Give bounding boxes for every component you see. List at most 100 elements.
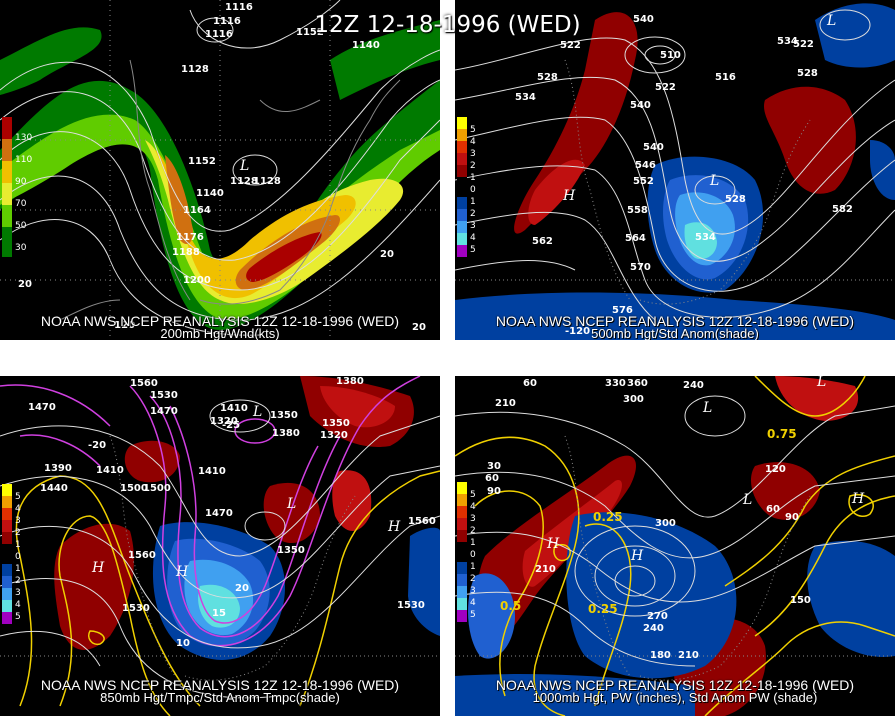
svg-text:1560: 1560 bbox=[130, 378, 158, 389]
legend-swatch bbox=[457, 506, 467, 518]
legend-label: 50 bbox=[15, 221, 27, 231]
svg-text:10: 10 bbox=[176, 638, 190, 649]
svg-text:1140: 1140 bbox=[196, 188, 224, 199]
legend-label: 5 bbox=[15, 492, 21, 502]
panel-caption-source: NOAA NWS NCEP REANALYSIS 12Z 12-18-1996 … bbox=[495, 313, 855, 329]
map-500mb: 540 522 528 534 540 510 516 522 528 534 … bbox=[455, 3, 895, 340]
legend-swatch bbox=[457, 494, 467, 506]
svg-text:1176: 1176 bbox=[176, 232, 204, 243]
legend-label: 4 bbox=[470, 137, 476, 147]
svg-text:1410: 1410 bbox=[220, 403, 248, 414]
panel-caption-source: NOAA NWS NCEP REANALYSIS 12Z 12-18-1996 … bbox=[40, 313, 400, 329]
legend-swatch bbox=[457, 141, 467, 153]
panel-caption-fields: 1000mb Hgt, PW (inches), Std Anom PW (sh… bbox=[532, 690, 818, 705]
svg-text:270: 270 bbox=[647, 611, 668, 622]
svg-text:30: 30 bbox=[487, 461, 501, 472]
svg-text:540: 540 bbox=[633, 14, 654, 25]
legend-label: 5 bbox=[470, 125, 476, 135]
legend-swatch bbox=[2, 564, 12, 576]
map-850mb: 1560 1530 1470 1410 1320 1350 1380 1470 … bbox=[0, 376, 440, 716]
svg-text:1152: 1152 bbox=[296, 27, 324, 38]
legend-1000mb: 5 4 3 2 1 0 1 2 3 4 5 bbox=[457, 482, 476, 622]
svg-text:1470: 1470 bbox=[150, 406, 178, 417]
legend-label: 3 bbox=[470, 221, 476, 231]
svg-text:558: 558 bbox=[627, 205, 648, 216]
svg-text:120: 120 bbox=[765, 464, 786, 475]
svg-text:20: 20 bbox=[380, 249, 394, 260]
contour-labels-200mb: 1116 1116 1116 1152 1140 1128 1152 1140 … bbox=[18, 2, 426, 333]
legend-label: 0 bbox=[470, 185, 476, 195]
legend-label: 2 bbox=[470, 209, 476, 219]
svg-text:90: 90 bbox=[785, 512, 799, 523]
svg-text:528: 528 bbox=[725, 194, 746, 205]
svg-text:1152: 1152 bbox=[188, 156, 216, 167]
legend-swatch bbox=[2, 532, 12, 544]
legend-swatch bbox=[2, 484, 12, 496]
legend-label: 2 bbox=[15, 528, 21, 538]
legend-swatch bbox=[2, 508, 12, 520]
svg-text:1380: 1380 bbox=[336, 376, 364, 387]
legend-swatch bbox=[2, 227, 12, 257]
legend-label: 2 bbox=[15, 576, 21, 586]
low-marker: L bbox=[742, 492, 752, 508]
legend-swatch bbox=[2, 588, 12, 600]
svg-text:1470: 1470 bbox=[28, 402, 56, 413]
legend-label: 4 bbox=[15, 504, 21, 514]
svg-text:20: 20 bbox=[412, 322, 426, 333]
legend-swatch bbox=[2, 205, 12, 227]
svg-text:60: 60 bbox=[485, 473, 499, 484]
svg-text:522: 522 bbox=[793, 39, 814, 50]
legend-swatch bbox=[457, 177, 467, 197]
svg-text:0.5: 0.5 bbox=[500, 599, 521, 613]
low-marker: L bbox=[702, 400, 712, 416]
legend-label: 5 bbox=[470, 610, 476, 620]
legend-swatch bbox=[457, 117, 467, 129]
low-marker: L bbox=[252, 404, 262, 420]
high-marker: H bbox=[546, 536, 560, 552]
svg-text:60: 60 bbox=[766, 504, 780, 515]
svg-text:534: 534 bbox=[695, 232, 716, 243]
svg-text:522: 522 bbox=[560, 40, 581, 51]
svg-text:1410: 1410 bbox=[96, 465, 124, 476]
legend-swatch bbox=[2, 496, 12, 508]
svg-text:1530: 1530 bbox=[150, 390, 178, 401]
svg-text:1116: 1116 bbox=[225, 2, 253, 13]
legend-swatch bbox=[457, 209, 467, 221]
svg-text:1200: 1200 bbox=[183, 275, 211, 286]
svg-text:540: 540 bbox=[630, 100, 651, 111]
legend-label: 3 bbox=[15, 588, 21, 598]
legend-label: 1 bbox=[470, 173, 476, 183]
svg-text:1500: 1500 bbox=[120, 483, 148, 494]
panel-850mb: 1560 1530 1470 1410 1320 1350 1380 1470 … bbox=[0, 376, 440, 716]
svg-text:210: 210 bbox=[535, 564, 556, 575]
svg-text:1380: 1380 bbox=[272, 428, 300, 439]
svg-text:1128: 1128 bbox=[253, 176, 281, 187]
legend-swatch bbox=[457, 153, 467, 165]
low-marker: L bbox=[239, 158, 249, 174]
legend-label: 3 bbox=[470, 586, 476, 596]
page-title: 12Z 12-18-1996 (WED) bbox=[314, 12, 581, 38]
legend-label: 1 bbox=[470, 562, 476, 572]
svg-text:20: 20 bbox=[235, 583, 249, 594]
legend-swatch bbox=[2, 139, 12, 161]
legend-swatch bbox=[457, 598, 467, 610]
svg-text:540: 540 bbox=[643, 142, 664, 153]
svg-text:528: 528 bbox=[797, 68, 818, 79]
legend-swatch bbox=[457, 233, 467, 245]
svg-text:1350: 1350 bbox=[270, 410, 298, 421]
svg-text:522: 522 bbox=[655, 82, 676, 93]
svg-text:-120: -120 bbox=[565, 326, 590, 337]
svg-text:564: 564 bbox=[625, 233, 646, 244]
contour-labels-500mb: 540 522 528 534 540 510 516 522 528 534 … bbox=[515, 14, 853, 337]
legend-label: 110 bbox=[15, 155, 33, 165]
svg-text:516: 516 bbox=[715, 72, 736, 83]
legend-label: 90 bbox=[15, 177, 27, 187]
svg-text:534: 534 bbox=[777, 36, 798, 47]
panel-caption-fields: 500mb Hgt/Std Anom(shade) bbox=[591, 326, 759, 340]
legend-label: 4 bbox=[470, 502, 476, 512]
high-marker: H bbox=[562, 188, 576, 204]
legend-swatch bbox=[2, 161, 12, 183]
legend-swatch bbox=[2, 576, 12, 588]
svg-text:1320: 1320 bbox=[320, 430, 348, 441]
legend-swatch bbox=[457, 562, 467, 574]
